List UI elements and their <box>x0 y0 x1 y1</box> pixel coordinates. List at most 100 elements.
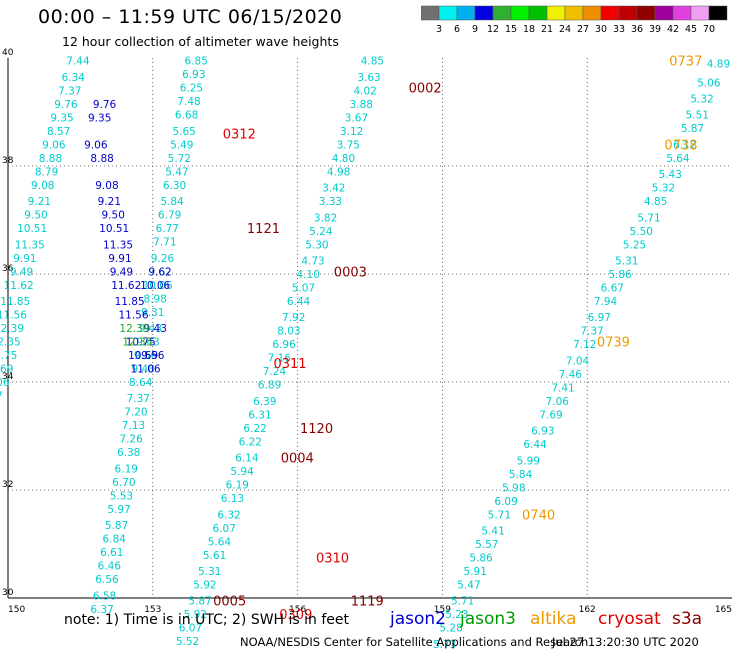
wave-height-label: 5.86 <box>469 553 493 565</box>
scale-label: 24 <box>559 24 571 35</box>
wave-height-label: 9.21 <box>28 196 51 208</box>
wave-height-label: 5.64 <box>666 153 690 165</box>
scale-label: 15 <box>505 24 517 35</box>
pass-time-label: 0737 <box>669 55 702 70</box>
wave-height-label: 9.62 <box>148 266 171 278</box>
wave-height-label: 9.21 <box>98 196 121 208</box>
wave-height-label: 5.31 <box>615 256 638 268</box>
wave-height-label: 6.22 <box>239 436 262 448</box>
wave-height-label: 3.67 <box>345 112 368 124</box>
wave-height-label: 5.31 <box>198 566 221 578</box>
wave-height-label: 4.85 <box>361 56 384 68</box>
pass-time-label: 1121 <box>247 222 280 237</box>
credit-line: NOAA/NESDIS Center for Satellite Applica… <box>240 635 589 649</box>
wave-height-label: 6.22 <box>243 423 266 435</box>
scale-label: 6 <box>454 24 460 35</box>
legend-jason3: jason3 <box>460 609 516 629</box>
wave-height-label: 5.28 <box>439 623 462 635</box>
wave-height-label: 6.58 <box>93 590 116 602</box>
wave-height-label: 3.88 <box>350 99 373 111</box>
pass-time-label: 0004 <box>281 452 314 467</box>
x-tick-label: 159 <box>434 605 451 615</box>
wave-height-label: 10.75 <box>0 350 17 362</box>
wave-height-label: 11.62 <box>4 280 34 292</box>
wave-height-label: 6.07 <box>213 523 236 535</box>
legend-jason2: jason2 <box>390 609 446 629</box>
pass-time-label: 0311 <box>273 357 306 372</box>
wave-height-label: 7.16 <box>268 353 292 365</box>
wave-height-label: 3.12 <box>340 126 363 138</box>
wave-height-label: 3.82 <box>314 212 337 224</box>
wave-height-label: 9.76 <box>93 99 117 111</box>
wave-height-label: 9.50 <box>102 210 125 222</box>
pass-time-label: 0739 <box>597 336 630 351</box>
wave-height-label: 5.84 <box>509 469 533 481</box>
wave-height-label: 5.57 <box>475 539 498 551</box>
wave-height-label: 6.89 <box>258 380 281 392</box>
wave-height-label: 6.93 <box>531 426 554 438</box>
wave-height-label: 8.88 <box>90 153 113 165</box>
wave-height-label: 6.56 <box>95 574 119 586</box>
wave-height-label: 9.49 <box>110 266 133 278</box>
wave-height-label: 5.64 <box>208 536 232 548</box>
footnote: note: 1) Time is in UTC; 2) SWH is in fe… <box>64 612 350 628</box>
wave-height-label: 5.84 <box>160 196 184 208</box>
wave-height-label: 5.73 <box>433 639 456 650</box>
wave-height-label: 6.14 <box>235 453 259 465</box>
wave-height-label: 5.99 <box>517 455 540 467</box>
wave-height-label: 3.33 <box>319 196 342 208</box>
wave-height-label: 6.44 <box>287 296 311 308</box>
wave-height-label: 9.35 <box>88 112 111 124</box>
wave-height-label: 5.87 <box>681 123 704 135</box>
scale-swatch <box>708 5 728 21</box>
wave-height-label: 7.04 <box>566 355 590 367</box>
wave-height-label: 7.12 <box>573 339 596 351</box>
wave-height-label: 6.34 <box>61 72 85 84</box>
wave-height-label: 5.61 <box>203 550 226 562</box>
wave-height-label: 6.84 <box>102 534 126 546</box>
scale-label: 30 <box>595 24 607 35</box>
wave-height-label: 5.41 <box>481 526 504 538</box>
wave-height-label: 5.71 <box>637 212 660 224</box>
wave-height-label: 6.79 <box>158 210 181 222</box>
legend-cryosat: cryosat <box>598 609 661 629</box>
wave-height-label: 5.53 <box>110 490 133 502</box>
wave-height-label: 9.56 <box>134 350 158 362</box>
pass-time-label: 1119 <box>351 595 384 610</box>
y-tick-label: 30 <box>2 588 14 598</box>
x-tick-label: 150 <box>8 605 25 615</box>
wave-height-label: 5.25 <box>623 239 646 251</box>
wave-height-label: 7.24 <box>263 366 287 378</box>
wave-height-label: 6.25 <box>180 83 203 95</box>
wave-height-label: 11.35 <box>15 239 45 251</box>
wave-height-label: 6.30 <box>163 180 186 192</box>
x-tick-label: 162 <box>579 605 596 615</box>
wave-height-label: 6.07 <box>179 623 202 635</box>
wave-height-label: 12.39 <box>119 323 149 335</box>
wave-height-label: 7.46 <box>559 369 583 381</box>
wave-height-label: 9.49 <box>10 266 33 278</box>
wave-height-label: 6.93 <box>182 69 205 81</box>
wave-height-label: 6.46 <box>98 561 122 573</box>
wave-height-label: 8.98 <box>144 293 167 305</box>
wave-height-label: 6.96 <box>272 339 296 351</box>
wave-height-label: 10.06 <box>143 280 173 292</box>
wave-height-label: 8.37 <box>0 391 3 403</box>
wave-height-label: 6.09 <box>494 496 517 508</box>
wave-height-label: 9.50 <box>24 210 47 222</box>
wave-height-label: 9.06 <box>84 139 108 151</box>
wave-height-label: 5.65 <box>172 126 195 138</box>
wave-height-label: 6.85 <box>185 56 208 68</box>
wave-height-label: 11.56 <box>118 310 148 322</box>
wave-height-label: 6.19 <box>115 463 138 475</box>
wave-height-label: 9.91 <box>108 253 131 265</box>
wave-height-label: 12.35 <box>0 337 21 349</box>
y-tick-label: 40 <box>2 48 14 58</box>
wave-height-label: 9.31 <box>141 307 164 319</box>
scale-label: 42 <box>667 24 679 35</box>
wave-height-label: 4.73 <box>301 256 324 268</box>
wave-height-label: 11.62 <box>111 280 141 292</box>
wave-height-label: 10.51 <box>99 223 129 235</box>
wave-height-label: 8.03 <box>277 326 300 338</box>
wave-height-label: 5.24 <box>309 226 333 238</box>
